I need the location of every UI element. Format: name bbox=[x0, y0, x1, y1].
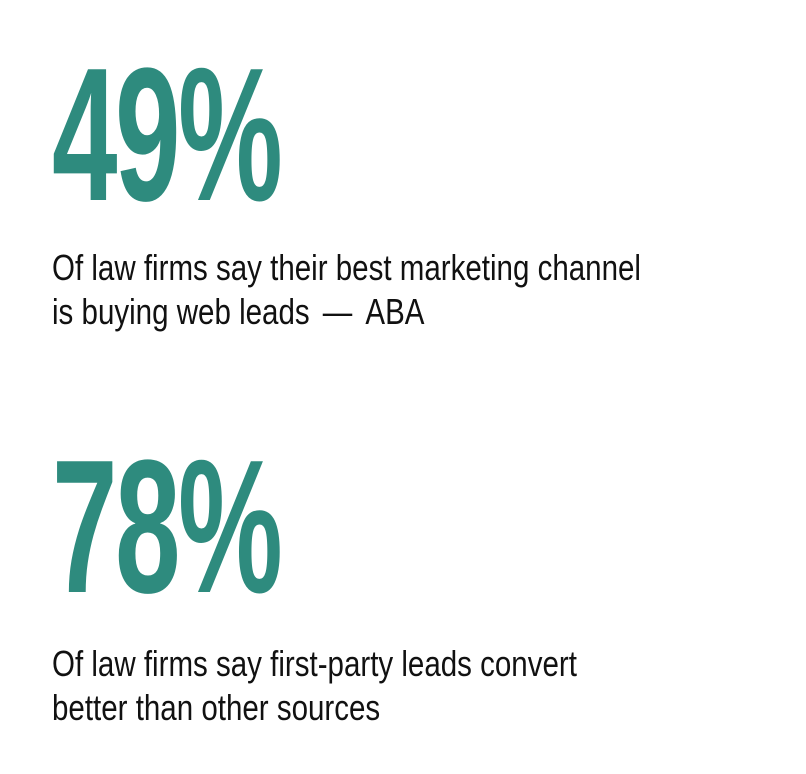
stat-value: 49% bbox=[52, 29, 283, 241]
stat-description-line-1: Of law firms say their best marketing ch… bbox=[52, 247, 641, 288]
stat-block-2: 78% Of law firms say first-party leads c… bbox=[52, 432, 806, 730]
stat-description-text: is buying web leads bbox=[52, 291, 310, 332]
stat-description-line-1: Of law firms say first-party leads conve… bbox=[52, 643, 577, 684]
stat-description: Of law firms say first-party leads conve… bbox=[52, 642, 757, 730]
stat-block-1: 49% Of law firms say their best marketin… bbox=[52, 40, 806, 334]
source-separator: — bbox=[322, 291, 353, 332]
stat-source: ABA bbox=[365, 291, 425, 332]
stat-value: 78% bbox=[52, 421, 283, 633]
stat-description-line-2: is buying web leads — ABA bbox=[52, 290, 757, 334]
stat-description-line-2: better than other sources bbox=[52, 687, 381, 728]
stat-description: Of law firms say their best marketing ch… bbox=[52, 246, 757, 334]
